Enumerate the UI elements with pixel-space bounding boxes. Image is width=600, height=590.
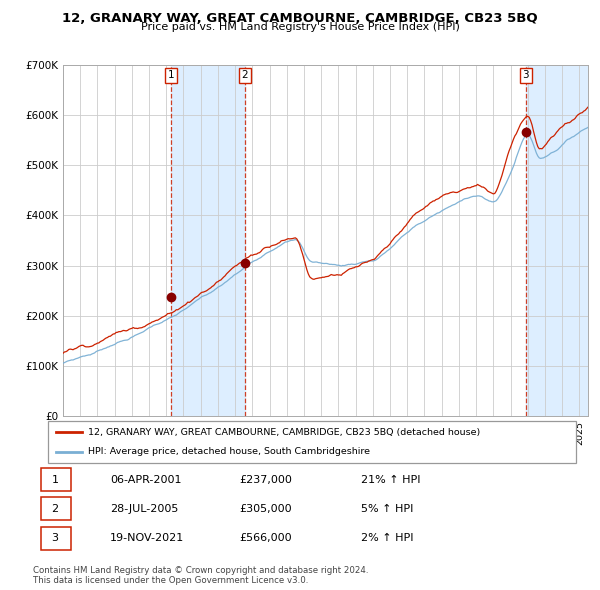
Bar [526,65,588,416]
Text: 5% ↑ HPI: 5% ↑ HPI [361,504,413,514]
FancyBboxPatch shape [41,497,71,520]
Text: 19-NOV-2021: 19-NOV-2021 [110,533,184,543]
Text: £237,000: £237,000 [240,475,293,484]
Text: 21% ↑ HPI: 21% ↑ HPI [361,475,421,484]
Text: 1: 1 [52,475,58,484]
Text: 2: 2 [51,504,58,514]
Text: £305,000: £305,000 [240,504,292,514]
Text: HPI: Average price, detached house, South Cambridgeshire: HPI: Average price, detached house, Sout… [88,447,370,456]
Text: 12, GRANARY WAY, GREAT CAMBOURNE, CAMBRIDGE, CB23 5BQ: 12, GRANARY WAY, GREAT CAMBOURNE, CAMBRI… [62,12,538,25]
FancyBboxPatch shape [41,526,71,550]
FancyBboxPatch shape [48,421,576,463]
Text: 3: 3 [52,533,58,543]
Text: 1: 1 [167,70,174,80]
Text: 06-APR-2001: 06-APR-2001 [110,475,182,484]
Text: 28-JUL-2005: 28-JUL-2005 [110,504,178,514]
Text: £566,000: £566,000 [240,533,292,543]
Bar [171,65,245,416]
Text: 12, GRANARY WAY, GREAT CAMBOURNE, CAMBRIDGE, CB23 5BQ (detached house): 12, GRANARY WAY, GREAT CAMBOURNE, CAMBRI… [88,428,480,437]
Text: 2: 2 [242,70,248,80]
Text: Price paid vs. HM Land Registry's House Price Index (HPI): Price paid vs. HM Land Registry's House … [140,22,460,32]
FancyBboxPatch shape [41,468,71,491]
Text: 3: 3 [523,70,529,80]
Text: Contains HM Land Registry data © Crown copyright and database right 2024.
This d: Contains HM Land Registry data © Crown c… [33,566,368,585]
Text: 2% ↑ HPI: 2% ↑ HPI [361,533,414,543]
